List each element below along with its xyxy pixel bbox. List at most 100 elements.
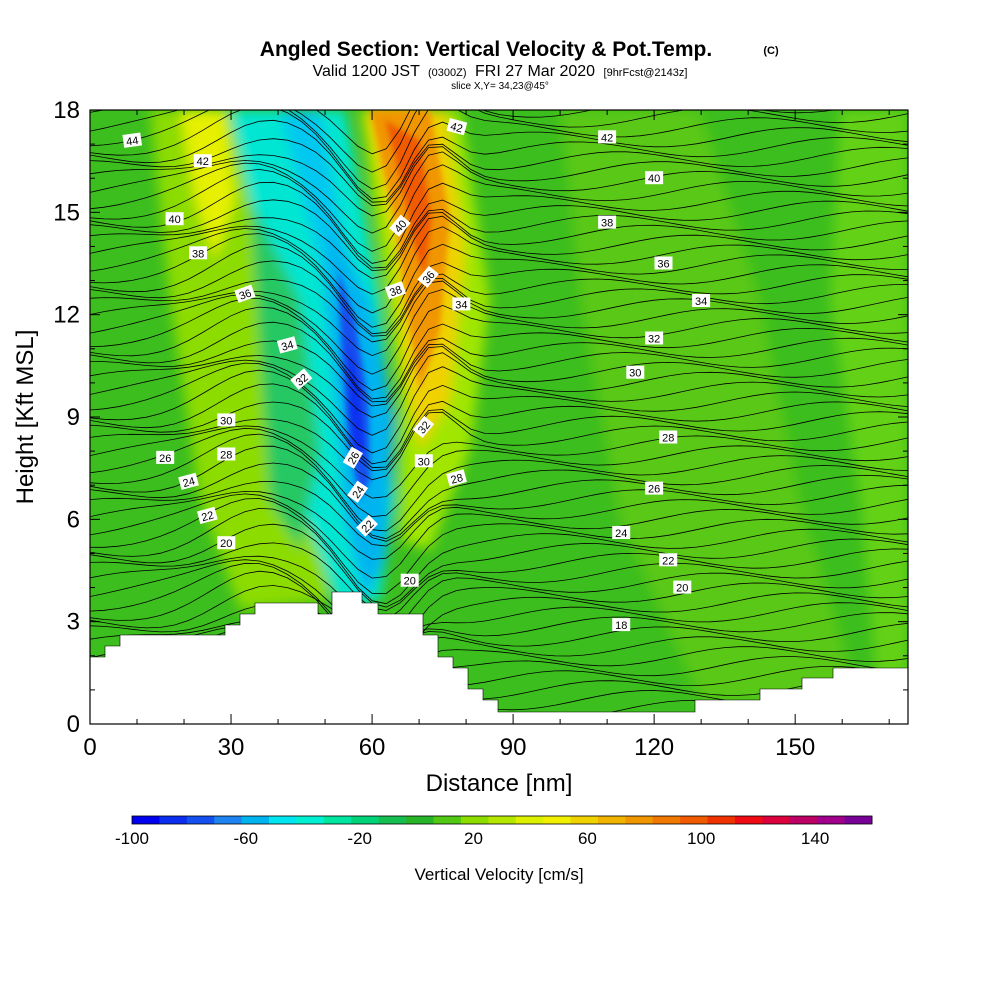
colorbar-swatch	[351, 816, 380, 824]
pot-temp-isoline	[90, 498, 908, 595]
contour-label-text: 40	[648, 173, 660, 185]
contour-label-text: 30	[220, 415, 232, 427]
pot-temp-isoline	[90, 383, 908, 469]
contour-label-text: 42	[601, 132, 613, 144]
pot-temp-isoline	[90, 369, 908, 465]
field-darkest-blue-core	[348, 340, 364, 460]
contour-label: 22	[659, 553, 678, 567]
pot-temp-isoline	[90, 280, 908, 357]
x-tick-label: 0	[83, 734, 96, 761]
colorbar-tick-label: 140	[801, 829, 829, 848]
contour-label-box	[122, 132, 143, 148]
chart-title: Angled Section: Vertical Velocity & Pot.…	[260, 38, 712, 61]
contour-label-text: 28	[662, 433, 674, 445]
pot-temp-isoline	[90, 555, 908, 622]
x-tick-label: 30	[218, 734, 245, 761]
colorbar-swatch	[570, 816, 599, 824]
subtitle-valid: Valid 1200 JST	[313, 63, 421, 80]
colorbar-swatch	[680, 816, 708, 824]
contour-label: 34	[452, 297, 471, 311]
contour-label-text: 34	[455, 299, 467, 311]
colorbar-swatch	[707, 816, 736, 824]
contour-label-box	[178, 472, 199, 490]
y-tick-label: 12	[53, 302, 80, 329]
colorbar-frame	[131, 815, 873, 825]
pot-temp-isoline	[90, 110, 908, 200]
contour-label-box	[389, 214, 411, 237]
contour-label-text: 44	[126, 135, 140, 149]
colorbar-swatch	[186, 816, 215, 824]
contour-label: 20	[400, 573, 419, 588]
pot-temp-isoline	[90, 298, 908, 391]
contour-label: 26	[645, 481, 664, 496]
colorbar-swatch	[734, 816, 763, 824]
colorbar-swatch	[543, 816, 571, 824]
contour-label-text: 34	[695, 296, 707, 308]
chart-subtitle: Valid 1200 JST (0300Z) FRI 27 Mar 2020 […	[313, 63, 688, 80]
subtitle-utc: (0300Z)	[428, 67, 467, 79]
pot-temp-isoline	[90, 181, 908, 269]
contour-label: 44	[122, 132, 143, 149]
colorbar-tick-label: -60	[234, 829, 259, 848]
pot-temp-isoline	[90, 585, 908, 636]
contour-label-box	[156, 450, 175, 464]
colorbar-tick-label: 60	[578, 829, 597, 848]
colorbar-swatch	[269, 816, 297, 824]
pot-temp-isoline	[90, 542, 908, 611]
contour-label-text: 36	[657, 259, 669, 271]
contour-label-box	[598, 130, 617, 144]
contour-label-box	[452, 297, 471, 311]
contour-label-text: 42	[449, 121, 464, 136]
contour-label-text: 24	[350, 484, 367, 501]
contour-label-text: 38	[192, 248, 204, 260]
y-tick-label: 9	[67, 404, 80, 431]
contour-label-text: 20	[404, 576, 416, 588]
contour-label-box	[414, 454, 433, 468]
contour-label-text: 20	[220, 538, 232, 550]
pot-temp-isoline	[90, 562, 908, 657]
contour-label-box	[692, 294, 711, 307]
pot-temp-isoline	[90, 493, 908, 579]
contour-label-text: 32	[648, 334, 660, 346]
colorbar-swatch	[460, 816, 489, 824]
contour-label-text: 24	[615, 528, 627, 540]
contour-label-box	[193, 154, 212, 168]
contour-label-text: 18	[615, 620, 627, 632]
contour-label: 18	[612, 618, 631, 632]
colorbar-tick-labels: -100 -60 -20 20 60 100 140	[115, 829, 829, 848]
pot-temp-isoline	[90, 433, 908, 532]
contour-label-text: 28	[449, 472, 464, 487]
contour-label-text: 26	[346, 450, 363, 467]
contour-label-box	[165, 212, 184, 226]
colorbar-swatch	[296, 816, 325, 824]
contour-label: 30	[414, 454, 433, 468]
contour-label: 24	[612, 526, 631, 540]
contour-label: 34	[692, 294, 711, 308]
chart-title-mark: (C)	[763, 45, 779, 57]
subtitle-date: FRI 27 Mar 2020	[475, 63, 595, 80]
colorbar-swatch	[378, 816, 407, 824]
colorbar-swatch	[515, 816, 544, 824]
contour-label-box	[446, 469, 467, 487]
contour-label-box	[673, 580, 692, 594]
colorbar-swatch	[488, 816, 517, 824]
contour-label-text: 38	[601, 218, 613, 230]
contour-label-text: 20	[676, 583, 688, 595]
contour-label-box	[626, 365, 645, 379]
contour-label-text: 26	[159, 453, 171, 465]
contour-label-box	[598, 215, 617, 229]
contour-label-box	[217, 447, 236, 461]
contour-label-box	[384, 281, 407, 300]
field-orange-updraft	[370, 110, 450, 390]
contour-label-box	[645, 331, 664, 345]
contour-label: 20	[673, 580, 692, 595]
contour-label-text: 34	[280, 339, 295, 354]
pot-temp-isoline	[90, 507, 908, 605]
velocity-field	[90, 110, 908, 724]
contour-label-text: 36	[238, 287, 254, 302]
contour-label-text: 30	[629, 368, 641, 380]
y-tick-label: 15	[53, 199, 80, 226]
pot-temp-isoline	[90, 340, 908, 407]
contour-label: 42	[598, 130, 617, 144]
pot-temp-isoline	[90, 215, 908, 295]
